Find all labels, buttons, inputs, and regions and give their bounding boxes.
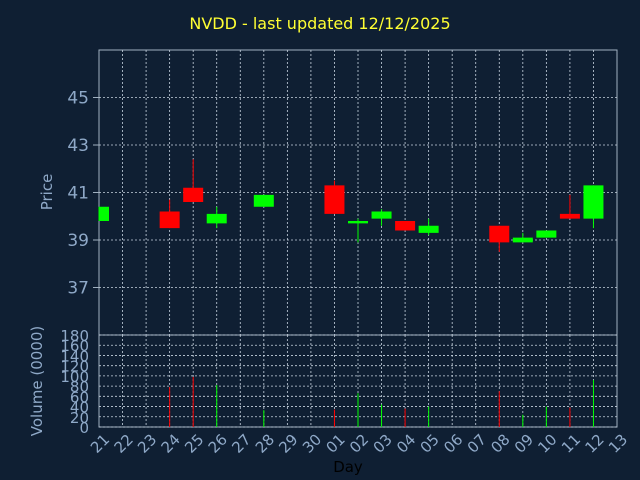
x-tick-label: 04 bbox=[393, 431, 419, 457]
volume-tick-label: 160 bbox=[60, 337, 89, 355]
candle-body bbox=[395, 221, 416, 231]
candle-body bbox=[559, 213, 580, 219]
volume-axis-label: Volume (0000) bbox=[28, 326, 46, 436]
price-tick-label: 37 bbox=[67, 279, 89, 299]
x-tick-label: 07 bbox=[464, 431, 490, 457]
x-tick-label: 11 bbox=[558, 431, 584, 457]
candle-body bbox=[536, 230, 557, 238]
x-axis-label: Day bbox=[333, 458, 363, 476]
x-tick-label: 10 bbox=[534, 431, 560, 457]
price-tick-label: 43 bbox=[67, 136, 89, 156]
price-tick-label: 39 bbox=[67, 231, 89, 251]
x-tick-label: 03 bbox=[370, 431, 396, 457]
x-tick-label: 25 bbox=[181, 431, 207, 457]
volume-tick-label: 20 bbox=[70, 409, 89, 427]
candle-body bbox=[418, 225, 439, 233]
x-tick-label: 12 bbox=[581, 431, 607, 457]
x-tick-label: 27 bbox=[228, 431, 254, 457]
candle-body bbox=[206, 213, 227, 224]
volume-tick-label: 0 bbox=[79, 419, 89, 437]
candle-body bbox=[324, 185, 345, 214]
candle-body bbox=[159, 211, 180, 229]
x-tick-label: 29 bbox=[275, 431, 301, 457]
x-tick-label: 09 bbox=[511, 431, 537, 457]
x-tick-label: 13 bbox=[605, 431, 631, 457]
candle-body bbox=[183, 187, 204, 202]
y-axis-label: Price bbox=[38, 174, 56, 211]
candle-body bbox=[512, 237, 533, 243]
candle-body bbox=[253, 194, 274, 207]
x-tick-label: 30 bbox=[299, 431, 325, 457]
x-tick-label: 05 bbox=[417, 431, 443, 457]
volume-tick-label: 100 bbox=[60, 368, 89, 386]
price-tick-label: 45 bbox=[67, 89, 89, 109]
volume-tick-label: 80 bbox=[70, 378, 89, 396]
candle-body bbox=[371, 211, 392, 219]
price-tick-label: 41 bbox=[67, 184, 89, 204]
x-tick-label: 06 bbox=[440, 431, 466, 457]
x-tick-label: 22 bbox=[111, 431, 137, 457]
candle-body bbox=[583, 185, 604, 219]
x-tick-label: 28 bbox=[252, 431, 278, 457]
volume-tick-label: 140 bbox=[60, 347, 89, 365]
volume-tick-label: 180 bbox=[60, 327, 89, 345]
volume-tick-label: 120 bbox=[60, 358, 89, 376]
x-tick-label: 24 bbox=[158, 431, 184, 457]
x-tick-label: 01 bbox=[322, 431, 348, 457]
volume-tick-label: 40 bbox=[70, 399, 89, 417]
candle-body bbox=[489, 225, 510, 243]
x-tick-label: 23 bbox=[134, 431, 160, 457]
chart-title: NVDD - last updated 12/12/2025 bbox=[189, 14, 451, 33]
candle-body bbox=[348, 221, 368, 224]
x-tick-label: 08 bbox=[487, 431, 513, 457]
x-tick-label: 21 bbox=[87, 431, 113, 457]
volume-tick-label: 60 bbox=[70, 388, 89, 406]
x-tick-label: 26 bbox=[205, 431, 231, 457]
candle-body bbox=[99, 206, 109, 221]
x-tick-label: 02 bbox=[346, 431, 372, 457]
